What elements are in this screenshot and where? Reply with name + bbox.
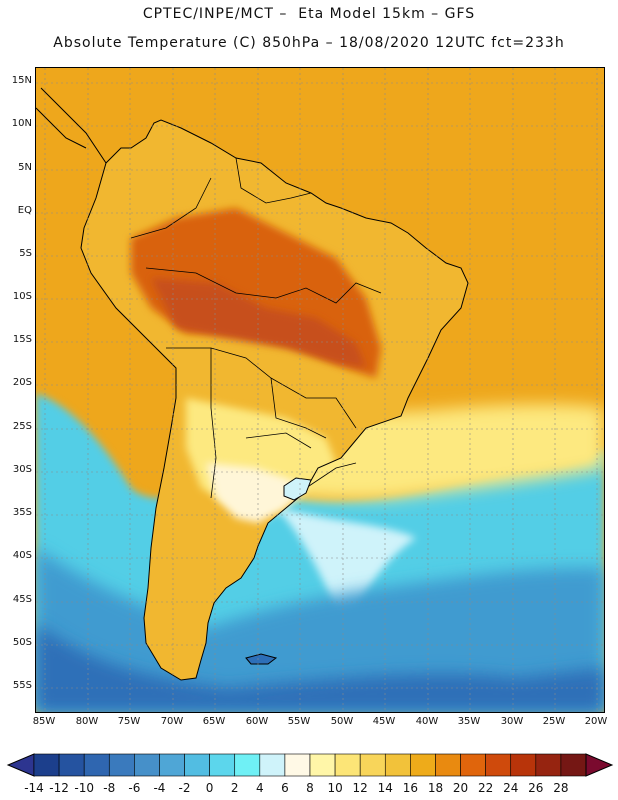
latitude-label: 25S: [12, 421, 32, 432]
colorbar-label: -6: [128, 781, 141, 795]
longitude-label: 40W: [415, 716, 439, 727]
map-title-line2: Absolute Temperature (C) 850hPa – 18/08/…: [53, 35, 565, 51]
colorbar-label: 14: [377, 781, 393, 795]
colorbar-label: 2: [230, 781, 239, 795]
colorbar-swatch: [535, 753, 562, 777]
latitude-label: 35S: [12, 507, 32, 518]
colorbar-swatch: [560, 753, 587, 777]
colorbar-swatch: [83, 753, 110, 777]
land-cool-patch: [206, 463, 306, 523]
longitude-label: 75W: [117, 716, 141, 727]
map-title-line1: CPTEC/INPE/MCT – Eta Model 15km – GFS: [142, 6, 476, 22]
longitude-label: 50W: [330, 716, 354, 727]
colorbar-label: 12: [352, 781, 368, 795]
latitude-label: 50S: [12, 637, 32, 648]
longitude-label: 80W: [75, 716, 99, 727]
country-borders: [130, 157, 382, 499]
latitude-label: 20S: [12, 377, 32, 388]
longitude-label: 55W: [287, 716, 311, 727]
colorbar-swatch: [384, 753, 411, 777]
colorbar-swatch: [259, 753, 286, 777]
colorbar-swatch: [159, 753, 185, 777]
latitude-label: 30S: [12, 464, 32, 475]
colorbar-swatch: [334, 753, 361, 777]
cold-plume-field: [276, 508, 416, 628]
longitude-label: 70W: [160, 716, 184, 727]
colorbar-label: 16: [402, 781, 418, 795]
colorbar-label: 4: [255, 781, 264, 795]
longitude-label: 65W: [202, 716, 226, 727]
colorbar: [6, 753, 614, 777]
central-america-coast: [36, 87, 107, 164]
colorbar-label: -14: [24, 781, 44, 795]
latitude-label: 40S: [12, 550, 32, 561]
longitude-label: 45W: [372, 716, 396, 727]
map-frame: [35, 67, 605, 713]
latitude-label: 10S: [12, 291, 32, 302]
latitude-label: 15N: [11, 75, 32, 86]
colorbar-swatch: [485, 753, 512, 777]
longitude-label: 85W: [32, 716, 56, 727]
colorbar-swatch: [510, 753, 537, 777]
longitude-label: 30W: [500, 716, 524, 727]
colorbar-label: 8: [306, 781, 314, 795]
land-very-hot-patch: [151, 278, 366, 368]
latitude-label: 15S: [12, 334, 32, 345]
colorbar-label: 28: [553, 781, 569, 795]
latitude-label: 5N: [18, 162, 32, 173]
colorbar-left-arrow: [6, 753, 35, 777]
colorbar-swatch: [284, 753, 311, 777]
colorbar-swatch: [234, 753, 261, 777]
colorbar-label: 18: [427, 781, 444, 795]
latitude-label: 55S: [12, 680, 32, 691]
latitude-label: 10N: [11, 118, 32, 129]
colorbar-swatch: [184, 753, 210, 777]
colorbar-label: 0: [205, 781, 214, 795]
colorbar-swatch: [359, 753, 386, 777]
longitude-label: 20W: [584, 716, 608, 727]
colorbar-swatch: [435, 753, 461, 777]
colorbar-swatch: [309, 753, 336, 777]
colorbar-label: -8: [103, 781, 116, 795]
colorbar-label: -4: [153, 781, 166, 795]
map-canvas: [36, 68, 604, 712]
colorbar-label: -12: [49, 781, 69, 795]
lat-lon-gridlines: [36, 68, 604, 712]
latitude-label: 5S: [19, 248, 32, 259]
colorbar-swatch: [108, 753, 135, 777]
colorbar-swatch: [410, 753, 436, 777]
colorbar-label: 10: [327, 781, 343, 795]
ocean-coldest-field: [36, 623, 604, 712]
colorbar-label: 26: [528, 781, 544, 795]
latitude-label: 45S: [12, 594, 32, 605]
colorbar-label: 20: [452, 781, 469, 795]
colorbar-label: -2: [178, 781, 191, 795]
colorbar-label: 6: [281, 781, 289, 795]
latitude-label: EQ: [17, 205, 32, 216]
falkland-islands: [245, 653, 278, 665]
colorbar-swatch: [33, 753, 60, 777]
longitude-label: 60W: [245, 716, 269, 727]
lagoa-dos-patos: [283, 477, 312, 501]
colorbar-label: -10: [74, 781, 94, 795]
colorbar-swatch: [460, 753, 486, 777]
colorbar-label: 24: [503, 781, 519, 795]
longitude-label: 25W: [542, 716, 566, 727]
colorbar-swatch: [134, 753, 160, 777]
longitude-label: 35W: [457, 716, 481, 727]
colorbar-right-arrow: [585, 753, 614, 777]
colorbar-swatch: [209, 753, 236, 777]
colorbar-label: 22: [477, 781, 494, 795]
colorbar-swatch: [58, 753, 85, 777]
